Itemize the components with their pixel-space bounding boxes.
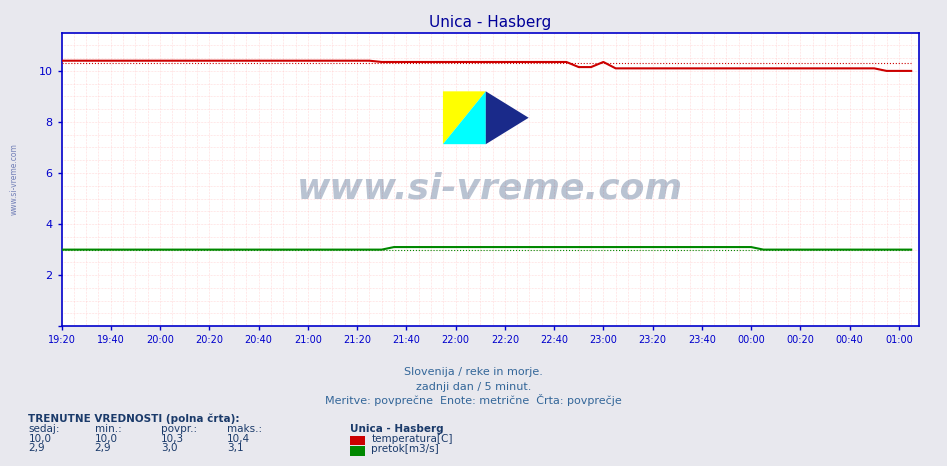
Polygon shape	[443, 91, 486, 144]
Text: 3,1: 3,1	[227, 443, 244, 453]
Text: zadnji dan / 5 minut.: zadnji dan / 5 minut.	[416, 382, 531, 392]
Text: 10,3: 10,3	[161, 434, 184, 444]
Text: TRENUTNE VREDNOSTI (polna črta):: TRENUTNE VREDNOSTI (polna črta):	[28, 413, 240, 424]
Title: Unica - Hasberg: Unica - Hasberg	[429, 15, 551, 30]
Text: 2,9: 2,9	[95, 443, 112, 453]
Text: www.si-vreme.com: www.si-vreme.com	[297, 171, 683, 205]
Text: Slovenija / reke in morje.: Slovenija / reke in morje.	[404, 367, 543, 377]
Text: min.:: min.:	[95, 425, 121, 434]
Text: Unica - Hasberg: Unica - Hasberg	[350, 425, 444, 434]
Polygon shape	[443, 91, 486, 144]
Text: sedaj:: sedaj:	[28, 425, 60, 434]
Text: Meritve: povprečne  Enote: metrične  Črta: povprečje: Meritve: povprečne Enote: metrične Črta:…	[325, 395, 622, 406]
Text: 10,0: 10,0	[28, 434, 51, 444]
Text: www.si-vreme.com: www.si-vreme.com	[9, 144, 19, 215]
Polygon shape	[486, 91, 528, 144]
Text: povpr.:: povpr.:	[161, 425, 197, 434]
Text: pretok[m3/s]: pretok[m3/s]	[371, 444, 439, 454]
Text: 10,4: 10,4	[227, 434, 250, 444]
Text: maks.:: maks.:	[227, 425, 262, 434]
Text: temperatura[C]: temperatura[C]	[371, 434, 453, 444]
Text: 10,0: 10,0	[95, 434, 117, 444]
Text: 2,9: 2,9	[28, 443, 45, 453]
Text: 3,0: 3,0	[161, 443, 177, 453]
